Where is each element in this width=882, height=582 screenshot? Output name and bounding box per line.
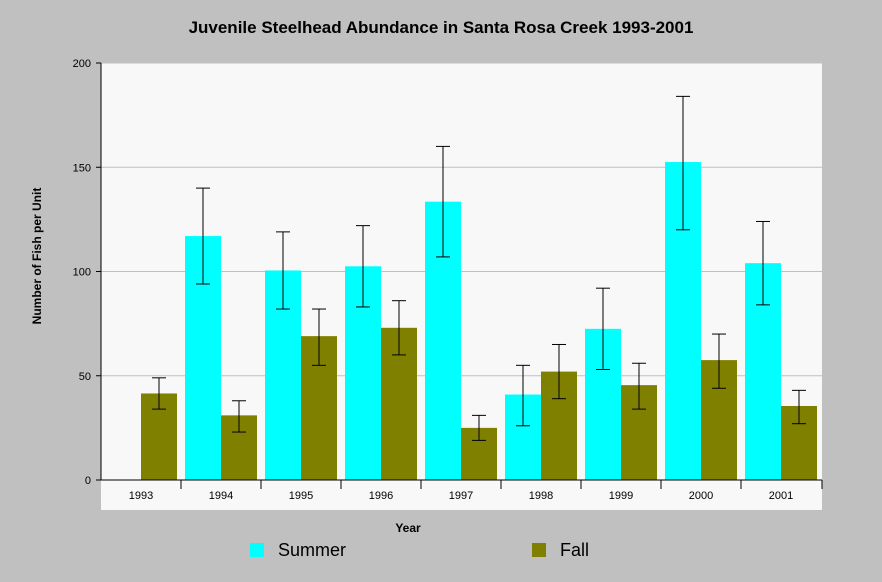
error-bar-summer-2001 xyxy=(756,220,770,306)
error-bar-fall-1994 xyxy=(232,400,246,433)
x-tick-label: 1998 xyxy=(529,490,553,502)
legend-item-fall: Fall xyxy=(532,538,589,562)
error-bar-fall-1996 xyxy=(392,300,406,356)
chart-title: Juvenile Steelhead Abundance in Santa Ro… xyxy=(188,18,694,37)
x-tick-label: 1993 xyxy=(129,490,153,502)
legend-swatch-fall xyxy=(532,543,546,557)
error-bar-summer-1995 xyxy=(276,231,290,310)
bars xyxy=(141,162,817,480)
error-bar-fall-2001 xyxy=(792,389,806,425)
error-bar-fall-1995 xyxy=(312,308,326,366)
legend-item-summer: Summer xyxy=(250,538,346,562)
error-bar-summer-1997 xyxy=(436,145,450,258)
y-axis-title: Number of Fish per Unit xyxy=(30,188,44,325)
x-tick-label: 2000 xyxy=(689,490,713,502)
error-bar-fall-1999 xyxy=(632,362,646,410)
error-bar-summer-1998 xyxy=(516,364,530,427)
error-bar-fall-2000 xyxy=(712,333,726,389)
error-bar-summer-1996 xyxy=(356,225,370,308)
x-tick-label: 1995 xyxy=(289,490,313,502)
error-bar-summer-2000 xyxy=(676,95,690,231)
y-tick-label: 200 xyxy=(73,58,91,70)
y-tick-label: 100 xyxy=(73,267,91,279)
error-bar-fall-1997 xyxy=(472,414,486,441)
error-bar-summer-1994 xyxy=(196,187,210,285)
legend-label-summer: Summer xyxy=(278,539,347,560)
error-bar-fall-1998 xyxy=(552,343,566,400)
legend-label-fall: Fall xyxy=(560,539,590,560)
y-tick-label: 50 xyxy=(79,371,91,383)
x-axis-title: Year xyxy=(395,521,421,535)
x-tick-label: 1999 xyxy=(609,490,633,502)
x-tick-label: 1994 xyxy=(209,490,233,502)
error-bars xyxy=(152,95,806,441)
y-tick-label: 150 xyxy=(73,162,91,174)
x-tick-label: 1997 xyxy=(449,490,473,502)
error-bar-summer-1999 xyxy=(596,287,610,370)
x-tick-label: 2001 xyxy=(769,490,793,502)
error-bar-fall-1993 xyxy=(152,377,166,410)
x-tick-label: 1996 xyxy=(369,490,393,502)
axes: 0 50 100 150 200 1993 1994 1995 1996 1997 1998 1999… xyxy=(73,58,823,502)
y-tick-label: 0 xyxy=(85,475,91,487)
legend-swatch-summer xyxy=(250,543,264,557)
